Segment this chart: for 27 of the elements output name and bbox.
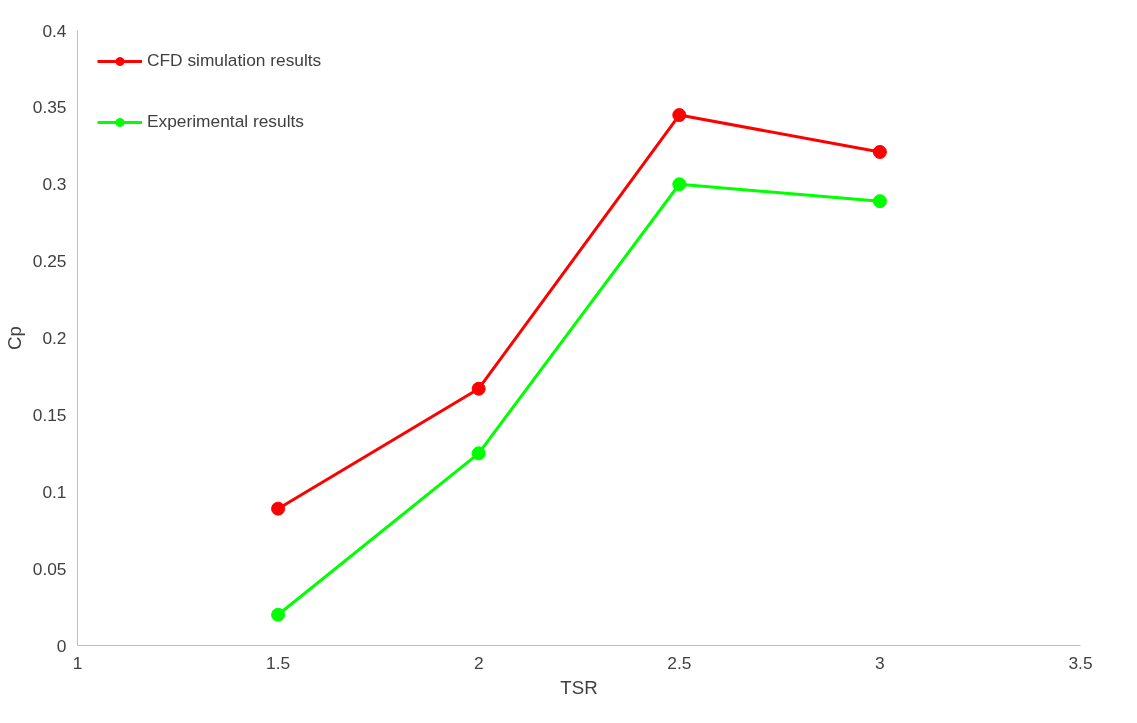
point xyxy=(872,144,887,159)
y-tick-label: 0.2 xyxy=(42,328,67,348)
point xyxy=(471,446,486,461)
x-tick-label: 2 xyxy=(473,652,484,673)
point xyxy=(672,177,687,192)
y-tick-label: 0.05 xyxy=(32,558,67,579)
y-tick-label: 0 xyxy=(56,635,67,656)
y-tick-label: 0.25 xyxy=(32,251,67,272)
point xyxy=(271,607,286,622)
x-tick-label: 2.5 xyxy=(667,652,692,673)
x-axis-title: TSR xyxy=(560,676,598,698)
legend-label: Experimental results xyxy=(147,111,304,132)
legend-label: CFD simulation results xyxy=(147,50,322,71)
y-tick-label: 0.15 xyxy=(32,404,67,425)
point xyxy=(872,194,887,209)
x-tick-label: 3 xyxy=(875,652,885,673)
point xyxy=(471,381,486,396)
point xyxy=(672,108,687,123)
point xyxy=(271,501,286,516)
y-tick-label: 0.1 xyxy=(42,481,67,502)
y-tick-label: 0.35 xyxy=(32,97,67,118)
y-tick-label: 0.4 xyxy=(42,20,67,41)
x-tick-label: 1.5 xyxy=(266,652,291,673)
y-tick-label: 0.3 xyxy=(42,174,67,195)
x-tick-label: 1 xyxy=(72,652,83,673)
y-axis-title: Cp xyxy=(3,326,25,350)
x-tick-label: 3.5 xyxy=(1068,652,1093,673)
